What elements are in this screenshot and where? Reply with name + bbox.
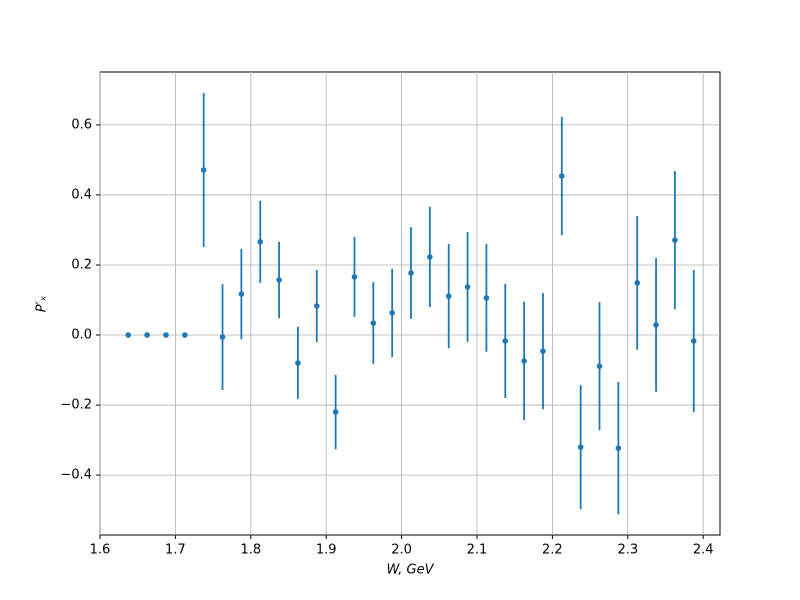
data-point <box>615 445 622 451</box>
data-point <box>408 270 414 276</box>
data-point <box>427 254 433 260</box>
data-point <box>182 332 188 338</box>
x-tick-label: 1.8 <box>240 543 261 558</box>
y-tick-label: 0.2 <box>71 257 92 272</box>
data-point <box>596 363 603 369</box>
data-point <box>125 332 132 338</box>
data-point <box>370 320 377 326</box>
y-tick-label: −0.4 <box>60 468 92 483</box>
data-point <box>690 338 697 344</box>
data-point <box>332 409 339 415</box>
data-point <box>238 291 245 297</box>
data-point <box>257 239 264 245</box>
data-point <box>483 295 490 301</box>
x-tick-label: 2.0 <box>391 543 412 558</box>
x-tick-label: 2.2 <box>542 543 563 558</box>
data-point <box>351 274 358 280</box>
data-point <box>653 322 659 328</box>
data-point <box>540 348 546 354</box>
data-point <box>672 237 678 243</box>
y-tick-label: 0.4 <box>71 187 92 202</box>
data-point <box>464 284 471 290</box>
data-point <box>521 358 527 364</box>
x-tick-label: 2.4 <box>693 543 714 558</box>
x-tick-label: 2.1 <box>467 543 488 558</box>
x-tick-label: 2.3 <box>617 543 638 558</box>
y-axis-label: P′ₓ <box>35 295 50 312</box>
y-tick-label: −0.2 <box>60 398 92 413</box>
x-tick-label: 1.7 <box>165 543 186 558</box>
data-point <box>144 332 150 338</box>
data-point <box>163 332 169 338</box>
data-point <box>295 360 301 366</box>
data-point <box>577 444 584 450</box>
data-point <box>502 338 509 344</box>
data-point <box>313 303 320 309</box>
data-point <box>276 277 282 283</box>
y-tick-label: 0.0 <box>71 328 92 343</box>
plot-frame <box>99 71 721 536</box>
x-tick-label: 1.6 <box>90 543 111 558</box>
data-point <box>219 334 226 340</box>
data-point <box>634 280 641 286</box>
y-tick-label: 0.6 <box>71 117 92 132</box>
data-point <box>445 293 452 299</box>
data-point <box>389 310 395 316</box>
x-axis-label: W, GeV <box>386 563 434 578</box>
x-tick-label: 1.9 <box>316 543 337 558</box>
data-point <box>200 167 207 173</box>
data-point <box>559 173 565 179</box>
